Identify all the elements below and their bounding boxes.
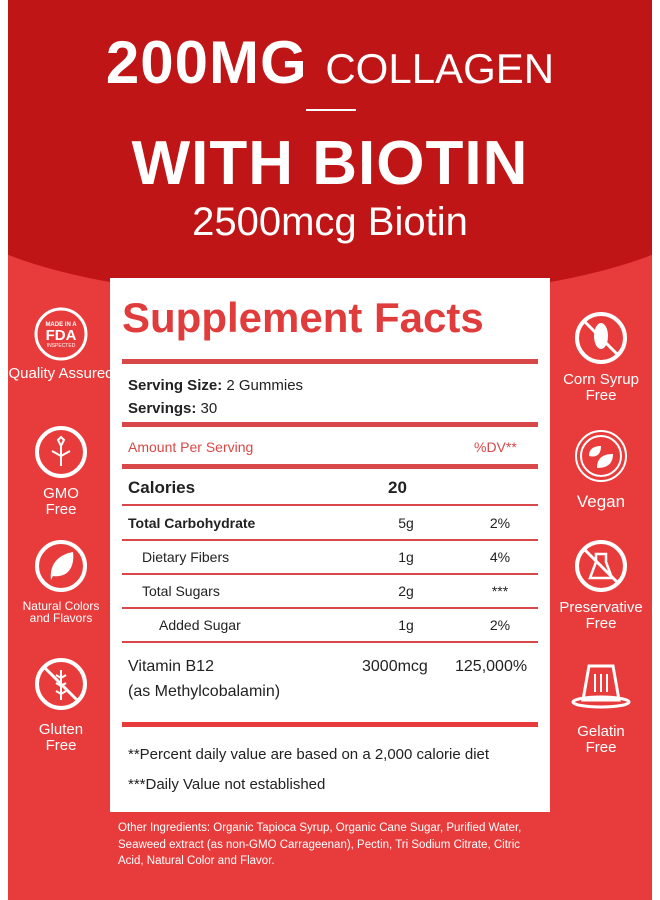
divider (122, 422, 538, 427)
amount-header: Amount Per Serving (128, 439, 254, 455)
collagen-amount: 200MG (105, 29, 308, 96)
badge-gluten-free: Gluten Free (6, 656, 116, 754)
calories-label: Calories (128, 478, 196, 497)
badge-gelatin-free: Gelatin Free (546, 660, 656, 756)
nutrient-dv: 2% (489, 617, 511, 633)
other-ingredients: Other Ingredients: Organic Tapioca Syrup… (118, 822, 522, 867)
badge-label: Natural Colors and Flavors (22, 599, 100, 625)
serving-size: 2 Gummies (226, 377, 304, 394)
badge-label: Gluten Free (38, 721, 84, 754)
divider (122, 464, 538, 469)
header-band (8, 0, 652, 300)
divider (122, 641, 538, 643)
footnote-not-established: ***Daily Value not established (128, 776, 326, 793)
vitamin-amount: 3000mcg (362, 658, 428, 675)
no-corn-icon (575, 312, 627, 364)
badge-label: Gelatin Free (577, 723, 625, 756)
divider (122, 504, 538, 506)
headline-collagen: 200MG COLLAGEN (0, 28, 660, 97)
badge-label: Vegan (576, 492, 626, 511)
nutrient-amount: 1g (398, 617, 414, 633)
vitamin-sub: (as Methylcobalamin) (128, 683, 281, 700)
badge-label: Quality Assured (8, 365, 114, 382)
badge-gmo-free: GMO Free (6, 424, 116, 518)
nutrient-amount: 2g (398, 583, 414, 599)
nutrient-dv: *** (491, 583, 509, 599)
gelatin-icon (571, 664, 631, 709)
nutrient-amount: 1g (398, 549, 414, 565)
servings: 30 (200, 400, 218, 417)
nutrient-amount: 5g (398, 515, 414, 531)
svg-text:MADE IN A: MADE IN A (45, 322, 77, 328)
divider (306, 109, 356, 111)
divider (122, 573, 538, 575)
facts-title: Supplement Facts (122, 294, 484, 341)
calories-value: 20 (388, 478, 407, 497)
badge-label: GMO Free (43, 485, 79, 518)
nutrient-dv: 4% (489, 549, 511, 565)
dv-header: %DV** (474, 439, 517, 455)
vitamin-name: Vitamin B12 (128, 658, 214, 675)
svg-text:INSPECTED: INSPECTED (47, 343, 76, 349)
leaves-icon (575, 430, 627, 482)
divider (122, 359, 538, 364)
badge-natural: Natural Colors and Flavors (6, 538, 116, 624)
badge-corn-syrup-free: Corn Syrup Free (546, 310, 656, 404)
badge-label: Corn Syrup Free (563, 371, 639, 404)
biotin-amount: 2500mcg Biotin (192, 200, 468, 244)
serving-size-label: Serving Size: (128, 377, 223, 394)
servings-label: Servings: (128, 400, 197, 417)
divider (122, 607, 538, 609)
badge-label: Preservative Free (559, 599, 643, 632)
divider (122, 539, 538, 541)
badge-vegan: Vegan (546, 428, 656, 510)
nutrient-name: Total Carbohydrate (128, 515, 256, 531)
supplement-facts-panel: Supplement Facts Serving Size: 2 Gummies… (110, 278, 550, 812)
nutrient-dv: 2% (489, 515, 511, 531)
nutrient-name: Added Sugar (159, 617, 241, 633)
no-wheat-icon (35, 658, 87, 710)
badge-quality-assured: MADE IN A FDA INSPECTED Quality Assured (6, 306, 116, 382)
svg-text:FDA: FDA (46, 327, 77, 344)
plant-icon (35, 426, 87, 478)
divider (122, 722, 538, 727)
nutrient-name: Total Sugars (142, 583, 220, 599)
no-flask-icon (575, 540, 627, 592)
collagen-label: COLLAGEN (325, 45, 555, 92)
badge-preservative-free: Preservative Free (546, 538, 656, 632)
vitamin-dv: 125,000% (455, 658, 528, 675)
footnote-dv: **Percent daily value are based on a 2,0… (128, 746, 490, 763)
headline-biotin: WITH BIOTIN (131, 129, 529, 198)
leaf-icon (35, 540, 87, 592)
nutrient-name: Dietary Fibers (142, 549, 230, 565)
